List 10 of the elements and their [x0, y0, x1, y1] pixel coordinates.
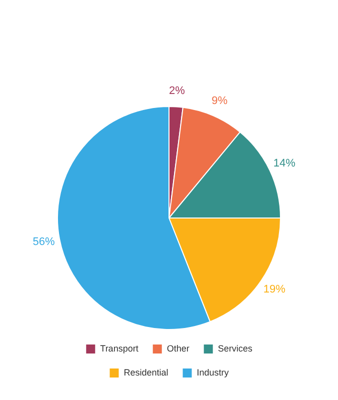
data-label: 14%: [273, 158, 296, 170]
legend-label: Other: [166, 343, 190, 354]
legend-label: Industry: [196, 367, 230, 378]
legend-label: Residential: [124, 367, 168, 378]
legend-label: Transport: [100, 343, 139, 354]
data-label: 9%: [212, 95, 228, 108]
data-label: 2%: [169, 84, 186, 97]
legend-label: Services: [218, 343, 253, 354]
data-label: 19%: [263, 284, 286, 296]
data-label: 56%: [32, 236, 55, 248]
